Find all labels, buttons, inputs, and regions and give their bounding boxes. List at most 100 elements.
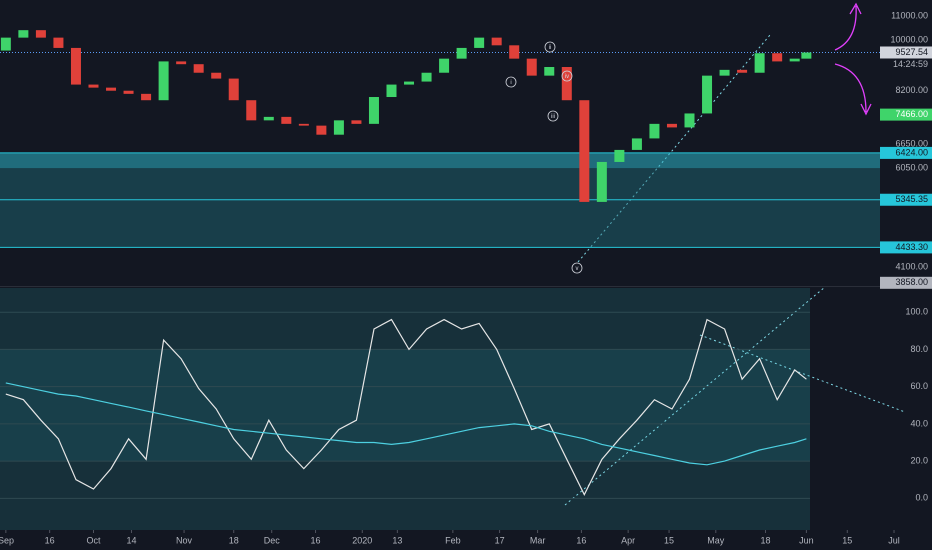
x-tick-label: Feb [445,535,461,545]
candle [801,52,812,59]
candle [789,58,800,62]
candle [421,72,432,82]
price-label: 3858.00 [895,277,928,287]
y-tick-label: 10000.00 [890,35,928,45]
y-tick-label: 8200.00 [895,85,928,95]
candle [333,120,344,135]
price-label-box [880,108,932,121]
candle [754,53,765,73]
price-label-box [880,46,932,59]
y-tick-label: 100.0 [905,307,928,317]
y-tick-label: 20.0 [910,455,928,465]
wave-label: iii [551,114,555,120]
wave-marker [561,70,573,82]
candle [684,113,695,128]
candle [596,161,607,202]
candle [544,67,555,76]
candle [176,61,187,65]
wave-label: i [510,80,511,86]
candle [614,149,625,162]
trend-line [699,334,906,413]
y-tick-label: 11000.00 [891,10,928,20]
y-tick-label: 4100.00 [895,262,928,272]
wave-label: v [576,266,579,272]
candle [386,84,397,98]
zone [0,168,880,248]
countdown: 14:24:59 [893,59,928,69]
x-tick-label: Mar [530,535,546,545]
candle [316,125,327,135]
oscillator-line [5,382,807,466]
arrow-down [834,63,872,116]
x-tick-label: 16 [45,535,55,545]
x-tick-label: Sep [0,535,14,545]
candle [106,87,117,91]
candle [35,30,46,38]
trend-line [564,286,826,506]
x-tick-label: Jul [888,535,900,545]
price-label: 4433.30 [895,242,928,252]
candle [281,116,292,124]
candle [298,123,309,126]
candle [509,45,520,59]
candle [246,100,257,121]
candle [53,37,64,48]
candle [351,120,362,124]
price-label-box [880,193,932,206]
price-label-box [880,276,932,289]
wave-label: iv [565,74,569,80]
candle [737,69,748,73]
x-tick-label: Dec [264,535,281,545]
zone [0,152,880,169]
candle [88,84,99,88]
x-tick-label: Nov [176,535,193,545]
x-tick-label: 17 [495,535,505,545]
candle [0,37,11,51]
candle [491,37,502,46]
candle [631,138,642,150]
x-tick-label: 16 [576,535,586,545]
candle [456,47,467,59]
candle [649,123,660,139]
x-tick-label: May [707,535,725,545]
wave-label: ii [549,45,552,51]
x-tick-label: Jun [799,535,814,545]
candle [474,37,485,48]
candle [228,78,239,101]
y-tick-label: 6650.00 [895,138,928,148]
candle [211,72,222,79]
y-tick-label: 80.0 [910,344,928,354]
price-label: 5345.35 [895,194,928,204]
candle [579,100,590,202]
candle [368,97,379,124]
candle [263,116,274,121]
wave-marker [505,76,517,88]
candle [666,123,677,128]
candle [702,75,713,114]
candle [158,61,169,101]
candle [526,58,537,76]
x-tick-label: 14 [126,535,136,545]
candle [18,30,29,38]
candle [404,81,415,85]
candle [123,90,134,94]
x-tick-label: 15 [842,535,852,545]
y-tick-label: 40.0 [910,418,928,428]
x-tick-label: 18 [760,535,770,545]
y-tick-label: 60.0 [910,381,928,391]
price-label-box [880,146,932,159]
candle [439,58,450,73]
price-label: 9527.54 [895,47,928,57]
oscillator-line [5,318,807,496]
wave-marker [547,110,559,122]
y-tick-label: 0.0 [915,493,928,503]
x-tick-label: 15 [664,535,674,545]
candle [193,64,204,73]
x-tick-label: Oct [86,535,101,545]
x-tick-label: 2020 [352,535,372,545]
price-label-box [880,241,932,254]
price-label: 7466.00 [895,109,928,119]
candle [561,67,572,101]
arrow-up [834,2,862,51]
